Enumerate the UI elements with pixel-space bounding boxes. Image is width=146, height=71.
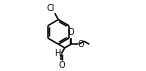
Text: H: H bbox=[54, 49, 60, 58]
Text: Cl: Cl bbox=[46, 4, 54, 13]
Text: O: O bbox=[78, 40, 85, 49]
Text: O: O bbox=[68, 28, 74, 37]
Text: O: O bbox=[58, 61, 65, 70]
